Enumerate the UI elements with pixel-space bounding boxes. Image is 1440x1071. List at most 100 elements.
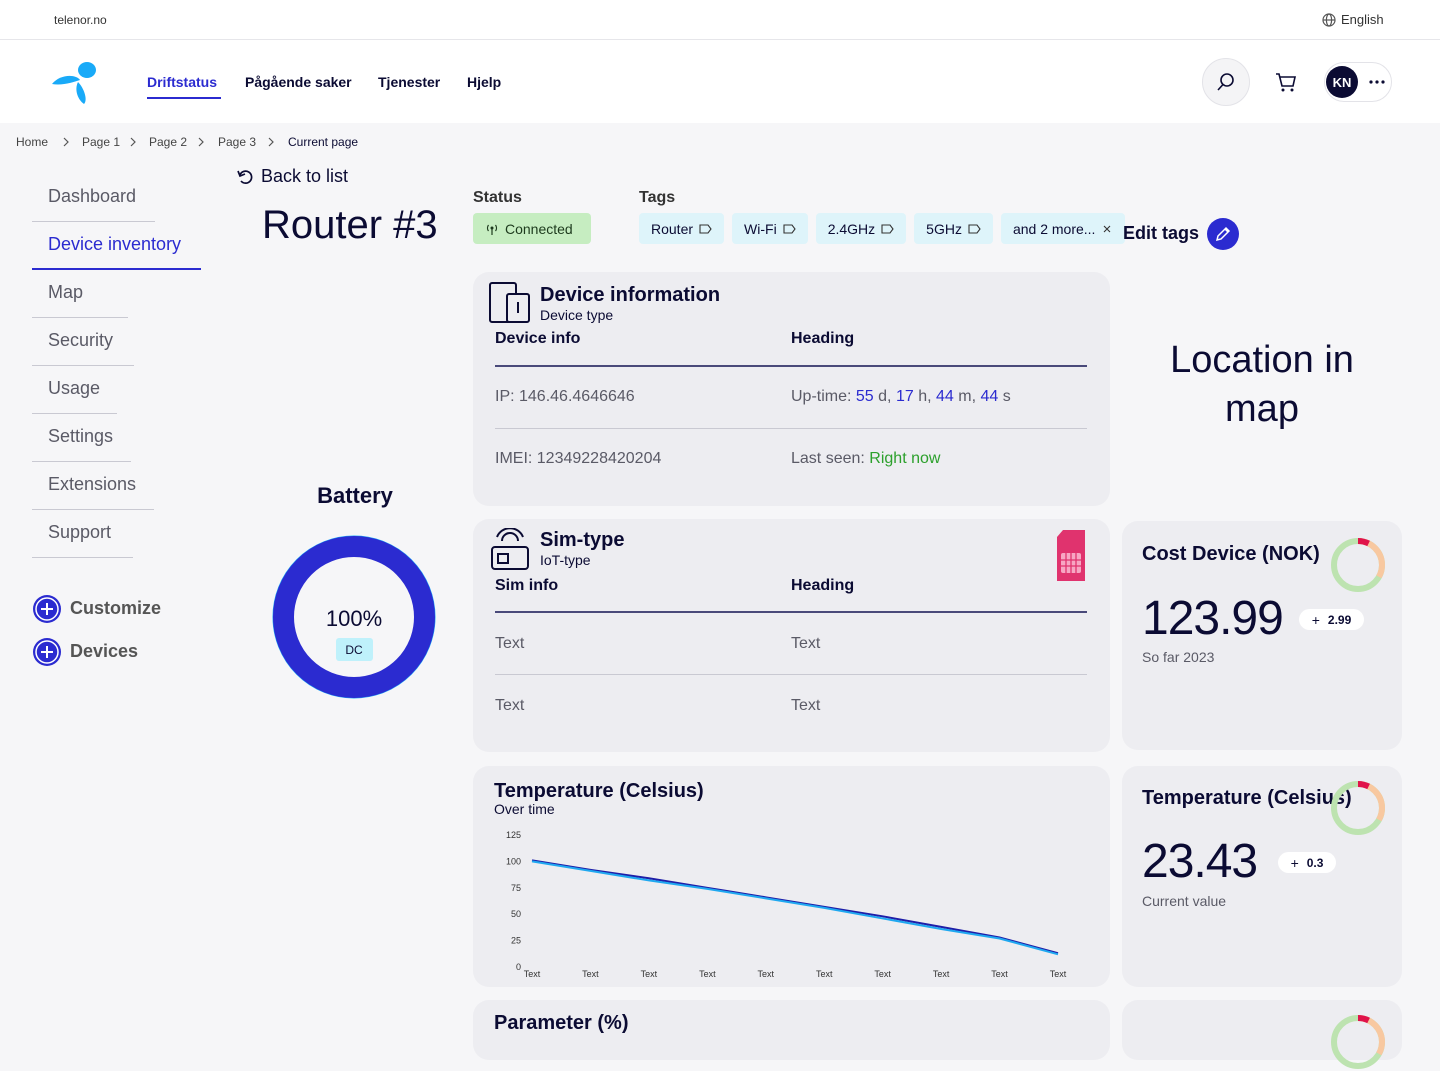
tag[interactable]: 5GHz xyxy=(914,213,993,244)
card-title: Device information xyxy=(540,284,721,306)
side-separator xyxy=(32,413,117,414)
nav-link[interactable]: Driftstatus xyxy=(147,74,218,90)
antenna-icon xyxy=(486,224,498,235)
tag[interactable]: 2.4GHz xyxy=(815,213,907,244)
change-badge: +2.99 xyxy=(1299,609,1364,630)
tag-text: 5GHz xyxy=(926,220,962,237)
column-header: Heading xyxy=(791,577,855,594)
side-link[interactable]: Security xyxy=(48,330,114,350)
tag-text: Wi-Fi xyxy=(744,220,777,237)
x-tick-label: Text xyxy=(758,969,775,979)
cell: Text xyxy=(791,697,821,714)
status-value: Connected xyxy=(505,220,573,237)
last-seen: Last seen: Right now xyxy=(791,450,940,468)
side-separator xyxy=(32,557,133,558)
x-tick-label: Text xyxy=(874,969,891,979)
nav-link[interactable]: Hjelp xyxy=(467,74,502,90)
card-subtitle: Device type xyxy=(540,307,614,323)
tag[interactable]: and 2 more... xyxy=(1000,213,1126,244)
kpi-value: 23.43 xyxy=(1142,835,1258,888)
kpi-note: Current value xyxy=(1142,893,1227,909)
breadcrumb-link[interactable]: Page 3 xyxy=(218,135,257,149)
search-icon xyxy=(1217,73,1234,91)
tag-text: Router xyxy=(651,220,694,237)
kpi-value: 123.99 xyxy=(1142,592,1284,645)
change-value: 2.99 xyxy=(1327,612,1352,627)
status-badge: Connected xyxy=(473,213,591,244)
tag-text: and 2 more... xyxy=(1012,220,1096,237)
side-link[interactable]: Extensions xyxy=(48,474,137,494)
side-link-active[interactable]: Device inventory xyxy=(48,234,182,254)
back-icon[interactable] xyxy=(236,168,254,186)
uptime-value: 55 xyxy=(855,388,874,405)
x-tick-label: Text xyxy=(991,969,1008,979)
last-seen-label: Last seen: xyxy=(791,450,865,467)
tag-icon xyxy=(968,223,981,234)
side-separator xyxy=(32,365,134,366)
sim-icon xyxy=(491,528,529,570)
card-title: Temperature (Celsius) xyxy=(1142,787,1352,809)
tag-list: Router Wi-Fi 2.4GHz 5GHz and 2 more... xyxy=(639,213,1126,244)
header-rule xyxy=(495,365,1087,367)
side-action[interactable]: Devices xyxy=(70,641,139,661)
edit-icon[interactable] xyxy=(1207,218,1239,250)
device-info-card: Device information Device type Device in… xyxy=(473,272,1110,506)
add-icons[interactable] xyxy=(32,594,64,668)
breadcrumb-link[interactable]: Home xyxy=(16,135,49,149)
tag[interactable]: Wi-Fi xyxy=(732,213,808,244)
side-link[interactable]: Usage xyxy=(48,378,101,398)
temperature-line xyxy=(531,860,1059,956)
search-button[interactable] xyxy=(1202,58,1250,106)
cart-icon[interactable] xyxy=(1275,71,1297,93)
tags-label: Tags xyxy=(639,189,676,206)
y-tick-label: 125 xyxy=(506,830,521,840)
cost-card: Cost Device (NOK) 123.99 +2.99 So far 20… xyxy=(1122,521,1402,750)
battery-value: 100% xyxy=(326,606,382,631)
uptime-unit: s xyxy=(1002,388,1011,405)
side-action[interactable]: Customize xyxy=(70,598,162,618)
y-tick-label: 50 xyxy=(511,909,521,919)
site-link[interactable]: telenor.no xyxy=(54,13,107,27)
nav-bar xyxy=(0,40,1440,123)
battery-title: Battery xyxy=(317,483,393,508)
x-tick-label: Text xyxy=(524,969,541,979)
imei: IMEI: 12349228420204 xyxy=(495,450,662,467)
logo[interactable] xyxy=(50,58,100,106)
temperature-line xyxy=(531,859,1059,955)
side-link[interactable]: Map xyxy=(48,282,84,302)
close-icon[interactable] xyxy=(1101,224,1113,234)
edit-tags[interactable]: Edit tags xyxy=(1123,223,1200,243)
back-link[interactable]: Back to list xyxy=(261,166,349,186)
language[interactable]: English xyxy=(1341,12,1384,27)
avatar[interactable]: KN xyxy=(1326,66,1358,98)
card-subtitle: IoT-type xyxy=(540,552,591,568)
map-placeholder: Location in map xyxy=(1170,339,1354,430)
temperature-card: Temperature (Celsius) 23.43 +0.3 Current… xyxy=(1122,766,1402,987)
cell: Text xyxy=(791,635,821,652)
column-header: Sim info xyxy=(495,577,559,594)
side-separator xyxy=(32,221,155,222)
side-link[interactable]: Dashboard xyxy=(48,186,137,206)
side-link[interactable]: Support xyxy=(48,522,112,542)
change-value: 0.3 xyxy=(1306,855,1324,870)
nav-link[interactable]: Tjenester xyxy=(378,74,441,90)
kpi-note: So far 2023 xyxy=(1142,649,1215,665)
side-link[interactable]: Settings xyxy=(48,426,114,446)
breadcrumb-chevrons xyxy=(63,137,274,147)
uptime-unit: h, xyxy=(918,388,932,405)
breadcrumb-link[interactable]: Page 2 xyxy=(149,135,188,149)
side-separator xyxy=(32,509,154,510)
tag-icon xyxy=(881,223,894,234)
plus-icon: + xyxy=(1311,611,1320,628)
x-tick-label: Text xyxy=(1050,969,1067,979)
temperature-chart-card: Temperature (Celsius) Over time xyxy=(473,766,1110,987)
breadcrumb-current: Current page xyxy=(288,135,359,149)
tag-icon xyxy=(783,223,796,234)
nav-link[interactable]: Pågående saker xyxy=(245,74,352,90)
page-title: Router #3 xyxy=(262,203,438,247)
breadcrumb-link[interactable]: Page 1 xyxy=(82,135,121,149)
mini-donut xyxy=(1331,538,1385,592)
tag[interactable]: Router xyxy=(639,213,725,244)
page: telenor.no English Driftstatus Pågående … xyxy=(0,12,1440,1069)
more-icon[interactable] xyxy=(1369,80,1385,84)
